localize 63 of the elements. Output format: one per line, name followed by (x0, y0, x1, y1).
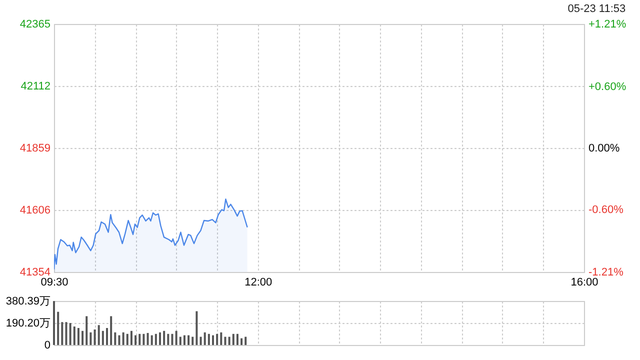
bar (220, 332, 222, 345)
bar (150, 335, 153, 345)
bar (118, 335, 120, 345)
bar (188, 335, 190, 345)
bar (102, 330, 104, 345)
bar (159, 332, 161, 345)
bar (106, 328, 108, 345)
bar (175, 330, 178, 345)
bar (65, 322, 68, 345)
bar (69, 323, 72, 345)
bar (224, 336, 226, 345)
bar (142, 334, 145, 345)
bar (204, 332, 206, 345)
bar (244, 336, 247, 345)
y2-tick-label: -1.21% (588, 266, 624, 278)
bar (236, 334, 238, 345)
bar (61, 322, 64, 345)
bar (114, 332, 116, 345)
x-tick-label: 09:30 (40, 276, 68, 288)
bar (216, 334, 218, 345)
bar (130, 330, 132, 345)
bar (196, 311, 198, 345)
bar (179, 336, 182, 345)
bar (240, 338, 243, 345)
bar (77, 328, 80, 345)
bar (122, 332, 124, 345)
bar (228, 336, 230, 345)
bar (138, 334, 141, 345)
bar (82, 330, 84, 345)
bar (183, 335, 186, 345)
y-tick-label: 0 (44, 340, 50, 352)
y2-tick-label: -0.60% (588, 204, 624, 216)
bar (154, 334, 157, 345)
bar (192, 336, 194, 345)
bar (134, 335, 137, 345)
bar (86, 316, 88, 345)
x-tick-label: 16:00 (570, 276, 598, 288)
y-tick-label: 190.20万 (6, 318, 50, 330)
bar (90, 332, 92, 345)
bar (163, 330, 166, 345)
bar (110, 316, 112, 345)
x-tick-label: 12:00 (244, 276, 272, 288)
bar (98, 325, 100, 345)
bar (200, 336, 202, 345)
bar (171, 334, 174, 345)
y2-tick-label: 0.00% (588, 142, 620, 154)
bar (208, 334, 210, 345)
bar (167, 334, 170, 345)
y-tick-label: 41354 (20, 266, 50, 278)
y2-tick-label: +0.60% (588, 81, 626, 94)
y-tick-label: 380.39万 (6, 296, 50, 308)
bar (57, 312, 60, 345)
bar (146, 332, 149, 345)
y-tick-label: 41859 (20, 142, 50, 155)
text: 05-23 11:53 (568, 3, 626, 15)
y-tick-label: 42112 (20, 80, 50, 93)
bar (73, 326, 76, 345)
bar (94, 330, 96, 345)
y2-tick-label: +1.21% (588, 18, 626, 30)
y-tick-label: 41606 (20, 204, 50, 217)
bar (232, 334, 234, 345)
bar (212, 335, 214, 345)
y-tick-label: 42365 (20, 18, 50, 30)
